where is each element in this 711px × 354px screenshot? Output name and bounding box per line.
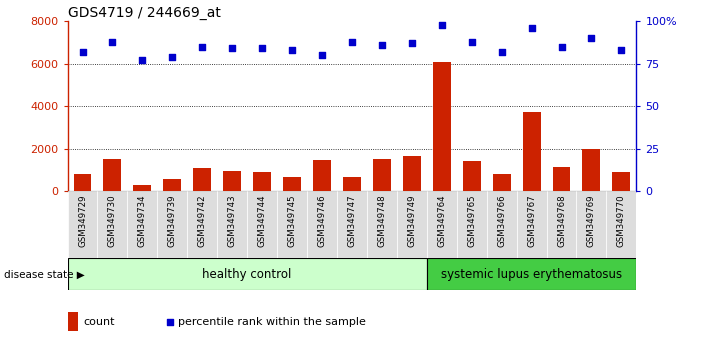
Text: GSM349770: GSM349770 [617, 195, 626, 247]
Bar [253, 172, 271, 191]
Text: GSM349768: GSM349768 [557, 195, 566, 247]
Bar [127, 191, 157, 258]
Bar [193, 168, 211, 191]
Text: GSM349739: GSM349739 [168, 195, 177, 247]
Point [227, 46, 238, 51]
Text: GSM349748: GSM349748 [378, 195, 386, 247]
Bar [223, 171, 241, 191]
Bar [157, 191, 187, 258]
Point [436, 22, 447, 28]
Text: GSM349769: GSM349769 [587, 195, 596, 247]
Bar [397, 191, 427, 258]
Text: GSM349749: GSM349749 [407, 195, 417, 247]
Point [526, 25, 538, 31]
Bar [104, 159, 122, 191]
Point [137, 57, 148, 63]
Bar [97, 191, 127, 258]
Bar [463, 161, 481, 191]
Point [166, 54, 178, 60]
Bar [517, 191, 547, 258]
Point [316, 52, 328, 58]
Text: GSM349744: GSM349744 [257, 195, 267, 247]
Text: GSM349767: GSM349767 [527, 195, 536, 247]
Bar [612, 172, 631, 191]
Bar [486, 191, 517, 258]
Bar [427, 191, 456, 258]
Point [164, 319, 176, 324]
Bar [523, 112, 540, 191]
Point [376, 42, 387, 48]
Bar [283, 177, 301, 191]
Text: healthy control: healthy control [203, 268, 292, 281]
Text: GSM349734: GSM349734 [138, 195, 147, 247]
Bar [68, 312, 77, 331]
Text: GSM349743: GSM349743 [228, 195, 237, 247]
Bar [403, 156, 421, 191]
Bar [343, 177, 361, 191]
Text: GSM349765: GSM349765 [467, 195, 476, 247]
Bar [307, 191, 337, 258]
Point [406, 40, 417, 46]
Bar [433, 62, 451, 191]
Text: GSM349747: GSM349747 [348, 195, 356, 247]
Text: GSM349742: GSM349742 [198, 195, 207, 247]
Point [586, 35, 597, 41]
Text: GSM349746: GSM349746 [318, 195, 326, 247]
Bar [247, 191, 277, 258]
Text: count: count [83, 316, 115, 327]
Bar [373, 159, 391, 191]
Bar [218, 191, 247, 258]
Text: GSM349729: GSM349729 [78, 195, 87, 247]
Text: systemic lupus erythematosus: systemic lupus erythematosus [441, 268, 622, 281]
Text: GSM349766: GSM349766 [497, 195, 506, 247]
Bar [164, 179, 181, 191]
Bar [337, 191, 367, 258]
Point [287, 47, 298, 53]
Point [196, 44, 208, 50]
Bar [73, 174, 92, 191]
Bar [277, 191, 307, 258]
Point [466, 39, 477, 45]
Bar [552, 167, 570, 191]
Point [556, 44, 567, 50]
Bar [187, 191, 218, 258]
Point [616, 47, 627, 53]
Bar [68, 191, 97, 258]
Bar [547, 191, 577, 258]
Point [257, 46, 268, 51]
Text: GSM349745: GSM349745 [287, 195, 296, 247]
Text: disease state ▶: disease state ▶ [4, 269, 85, 279]
Point [107, 39, 118, 45]
Bar [367, 191, 397, 258]
Bar [456, 191, 486, 258]
Bar [427, 258, 636, 290]
Bar [577, 191, 606, 258]
Bar [134, 185, 151, 191]
Bar [313, 160, 331, 191]
Bar [68, 258, 427, 290]
Point [496, 49, 508, 55]
Point [77, 49, 88, 55]
Bar [493, 174, 510, 191]
Text: GSM349764: GSM349764 [437, 195, 447, 247]
Text: percentile rank within the sample: percentile rank within the sample [178, 316, 366, 327]
Text: GDS4719 / 244669_at: GDS4719 / 244669_at [68, 6, 220, 20]
Point [346, 39, 358, 45]
Bar [582, 149, 600, 191]
Bar [606, 191, 636, 258]
Text: GSM349730: GSM349730 [108, 195, 117, 247]
